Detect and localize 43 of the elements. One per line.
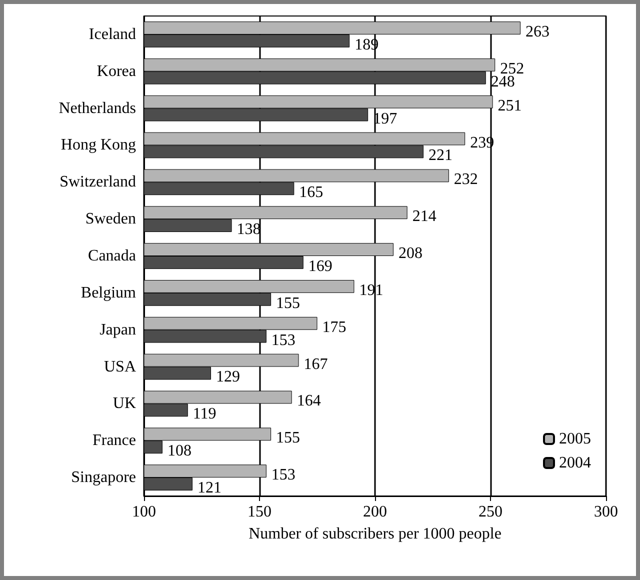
- data-label: 155: [276, 294, 300, 312]
- y-tick-label: France: [92, 432, 136, 450]
- legend-label: 2004: [559, 454, 591, 472]
- data-label: 232: [454, 171, 478, 188]
- y-tick-label: Iceland: [88, 26, 136, 43]
- data-label: 121: [198, 480, 222, 496]
- data-label: 197: [373, 110, 398, 128]
- data-label: 153: [271, 332, 296, 349]
- y-tick-label: USA: [104, 358, 136, 376]
- data-label: 155: [276, 430, 300, 447]
- y-tick-label: Canada: [88, 248, 136, 264]
- x-tick-label: 200: [363, 504, 387, 520]
- y-tick-label: Singapore: [71, 469, 136, 486]
- data-label: 165: [299, 184, 324, 202]
- data-label: 208: [398, 245, 422, 262]
- x-tick-label: 250: [478, 504, 502, 520]
- y-tick-label: Sweden: [85, 210, 136, 228]
- data-label: 251: [498, 97, 522, 114]
- data-label: 167: [304, 356, 328, 373]
- data-label: 263: [526, 24, 550, 40]
- y-tick-label: Japan: [100, 321, 136, 338]
- data-label: 129: [216, 368, 240, 386]
- y-tick-label: Hong Kong: [60, 136, 136, 154]
- data-label: 221: [428, 147, 453, 164]
- x-tick-label: 100: [132, 504, 156, 520]
- data-label: 248: [490, 73, 515, 90]
- legend-label: 2005: [559, 430, 591, 448]
- x-tick-label: 150: [248, 504, 272, 520]
- y-tick-label: Netherlands: [58, 100, 136, 117]
- data-label: 153: [271, 466, 296, 484]
- y-tick-label: Korea: [96, 62, 136, 80]
- data-label: 119: [192, 406, 216, 423]
- data-label: 214: [412, 208, 436, 226]
- data-label: 169: [308, 258, 332, 275]
- x-tick-label: 300: [594, 504, 618, 520]
- data-label: 175: [322, 318, 346, 336]
- y-tick-label: UK: [112, 395, 136, 412]
- x-axis-title: Number of subscribers per 1000 people: [248, 526, 502, 542]
- data-label: 164: [296, 392, 321, 410]
- data-label: 108: [167, 442, 192, 460]
- data-label: 138: [236, 221, 261, 238]
- y-tick-label: Belgium: [80, 284, 137, 302]
- y-tick-label: Switzerland: [60, 174, 136, 191]
